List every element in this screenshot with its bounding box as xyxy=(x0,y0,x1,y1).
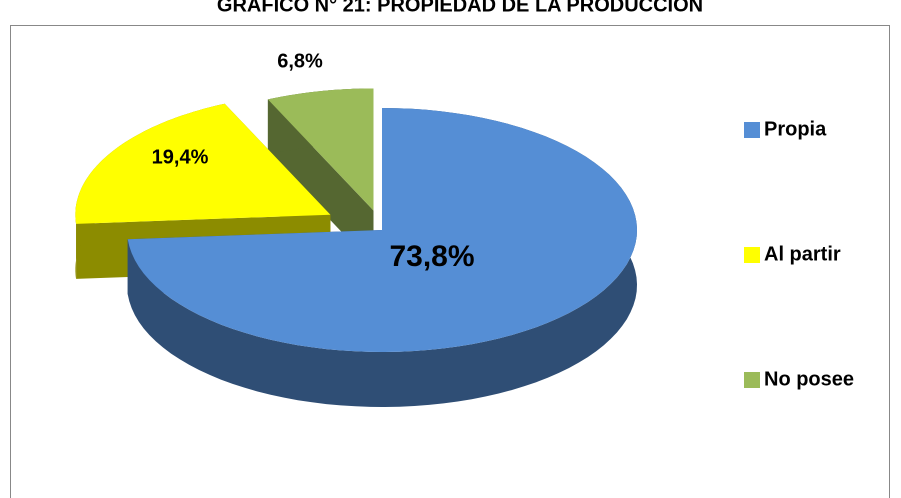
data-label: 73,8% xyxy=(389,240,474,273)
slice xyxy=(267,88,374,211)
legend-swatch xyxy=(744,122,760,138)
legend-label: No posee xyxy=(764,368,854,390)
pie: 6,8% 19,4% 73,8% xyxy=(75,50,637,407)
legend: Propia Al partir No posee xyxy=(744,118,854,390)
slice xyxy=(75,103,331,224)
legend-label: Al partir xyxy=(764,243,841,265)
legend-swatch xyxy=(744,247,760,263)
legend-label: Propia xyxy=(764,118,827,140)
slice xyxy=(127,108,637,352)
legend-swatch xyxy=(744,372,760,388)
data-label: 19,4% xyxy=(152,146,209,168)
chart-title: GRAFICO N° 21: PROPIEDAD DE LA PRODUCCIO… xyxy=(217,0,703,16)
data-label: 6,8% xyxy=(277,50,323,72)
